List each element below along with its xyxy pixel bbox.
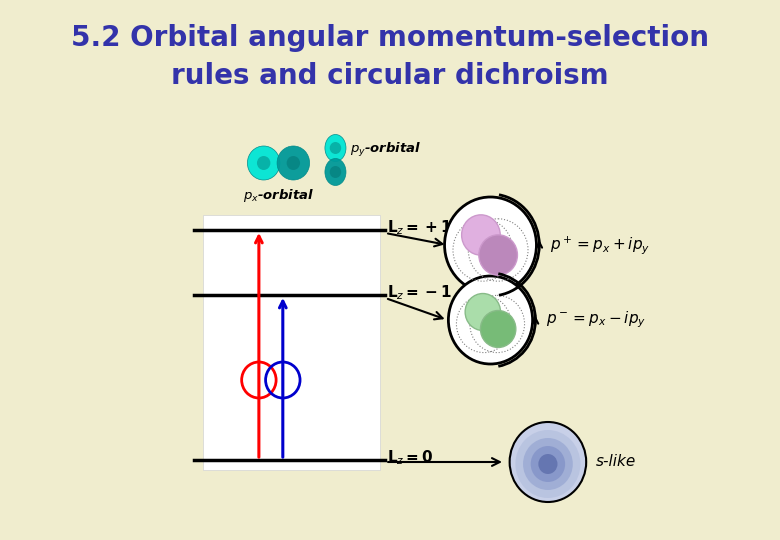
Ellipse shape xyxy=(325,134,346,161)
Circle shape xyxy=(462,215,500,255)
Circle shape xyxy=(330,142,341,154)
Circle shape xyxy=(479,235,517,275)
Circle shape xyxy=(286,156,300,170)
Circle shape xyxy=(277,146,310,180)
Text: $\mathbf{L}_z\mathbf{=+1}$: $\mathbf{L}_z\mathbf{=+1}$ xyxy=(387,219,452,238)
Text: $\mathbf{L}_z\mathbf{=0}$: $\mathbf{L}_z\mathbf{=0}$ xyxy=(387,449,434,467)
Ellipse shape xyxy=(325,159,346,186)
Circle shape xyxy=(509,422,587,502)
Text: 5.2 Orbital angular momentum-selection: 5.2 Orbital angular momentum-selection xyxy=(71,24,709,52)
Text: $\mathbf{L}_z\mathbf{=-1}$: $\mathbf{L}_z\mathbf{=-1}$ xyxy=(387,284,452,302)
Circle shape xyxy=(480,310,516,347)
Text: $p^+=p_x+ip_y$: $p^+=p_x+ip_y$ xyxy=(550,234,650,256)
Circle shape xyxy=(538,454,558,474)
Text: rules and circular dichroism: rules and circular dichroism xyxy=(171,62,609,90)
Circle shape xyxy=(330,166,341,178)
Text: s-like: s-like xyxy=(596,455,636,469)
Circle shape xyxy=(247,146,280,180)
Text: $p^-=p_x-ip_y$: $p^-=p_x-ip_y$ xyxy=(546,310,646,330)
Bar xyxy=(204,215,381,470)
Circle shape xyxy=(516,430,580,498)
Circle shape xyxy=(445,197,537,293)
Circle shape xyxy=(465,294,501,330)
Circle shape xyxy=(257,156,271,170)
Circle shape xyxy=(523,438,573,490)
Text: $p_x$-orbital: $p_x$-orbital xyxy=(243,187,314,204)
Circle shape xyxy=(530,446,566,482)
Text: $p_y$-orbital: $p_y$-orbital xyxy=(349,141,421,159)
Circle shape xyxy=(448,276,533,364)
